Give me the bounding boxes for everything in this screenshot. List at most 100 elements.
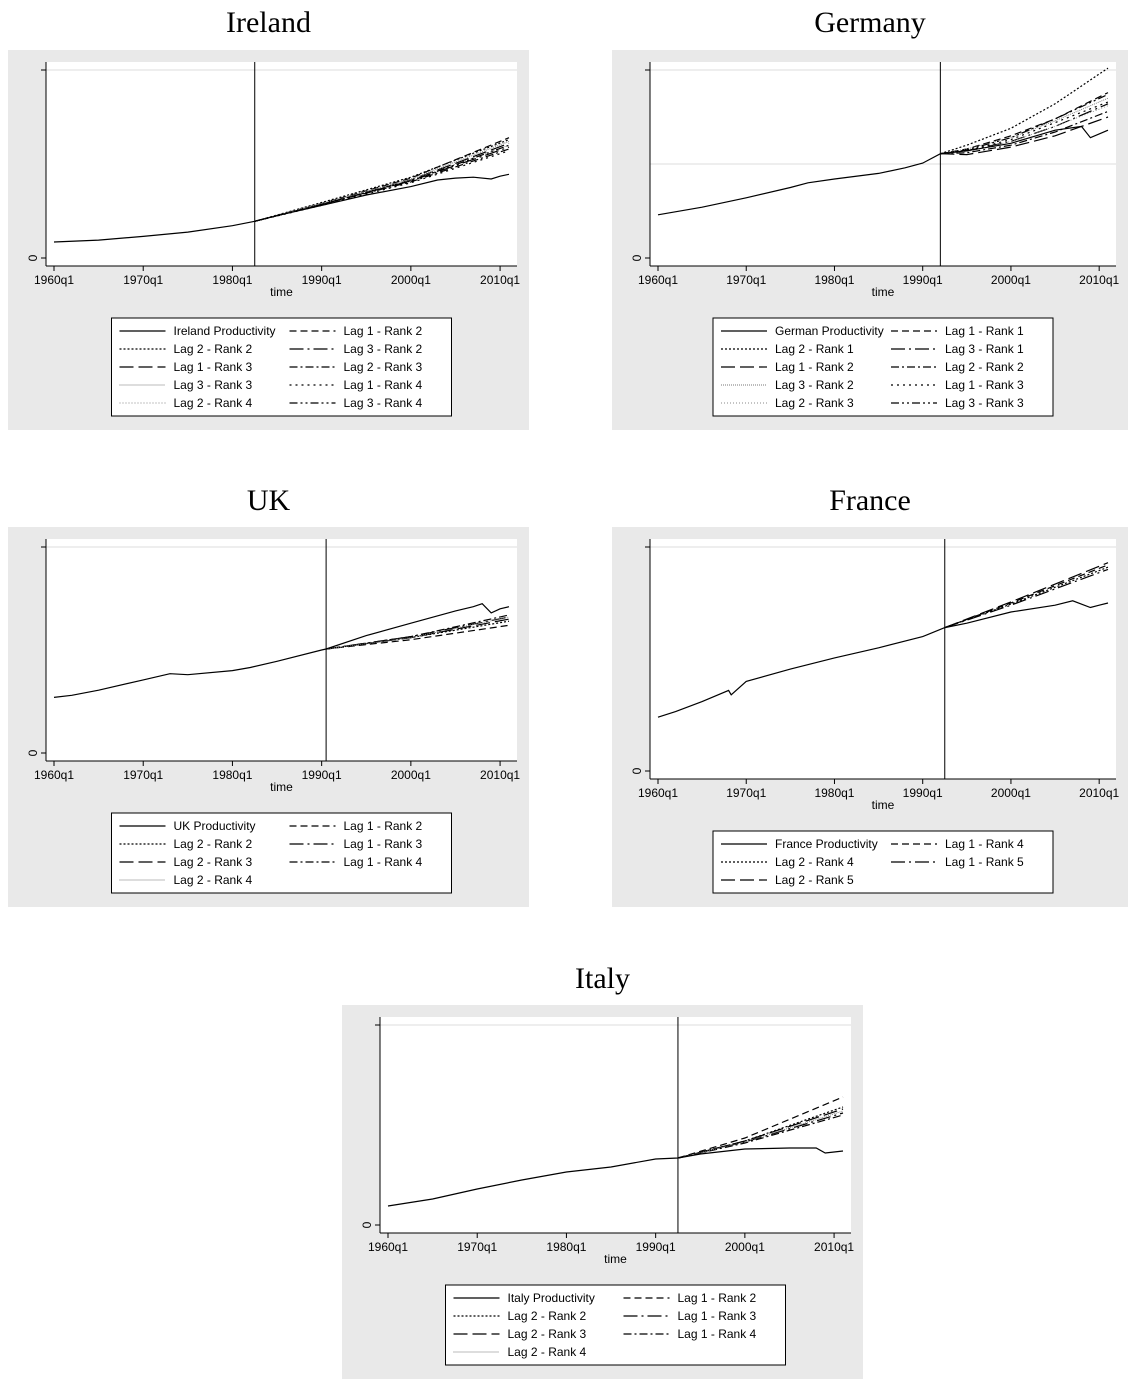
legend-box [712, 317, 1054, 417]
germany-chart-svg: 0 1960q1 1970q1 1980q1 1990q1 2000q1 2010q1 tim… [630, 62, 1120, 417]
plot-area [380, 1017, 851, 1233]
uk-title: UK [246, 484, 291, 517]
legend-label: Lag 1 - Rank 4 [678, 1327, 757, 1341]
germany-chart-panel: 0 1960q1 1970q1 1980q1 1990q1 2000q1 2010q1 tim… [612, 50, 1128, 430]
x-tick-label: 1980q1 [814, 786, 854, 800]
x-tick-label: 1990q1 [302, 273, 342, 287]
x-tick-label: 1970q1 [457, 1240, 497, 1254]
legend-label: Lag 3 - Rank 1 [945, 342, 1024, 356]
legend-label: Lag 3 - Rank 2 [344, 342, 423, 356]
legend-label: Lag 1 - Rank 3 [344, 837, 423, 851]
series-line-3 [944, 568, 1109, 629]
legend-label: Lag 1 - Rank 3 [174, 360, 253, 374]
series-line-4 [677, 1108, 844, 1159]
legend-label: Lag 1 - Rank 1 [945, 324, 1024, 338]
series-line-0 [53, 173, 510, 243]
legend-label: Lag 2 - Rank 3 [775, 396, 854, 410]
legend-label: Lag 1 - Rank 4 [344, 855, 423, 869]
legend-label: Lag 3 - Rank 2 [775, 378, 854, 392]
x-tick-label: 1970q1 [123, 768, 163, 782]
legend-label: Lag 2 - Rank 2 [174, 342, 253, 356]
legend-label: Lag 1 - Rank 2 [775, 360, 854, 374]
italy-chart-svg: 0 1960q1 1970q1 1980q1 1990q1 2000q1 2010q1 tim… [360, 1017, 854, 1366]
x-tick-label: 1990q1 [903, 786, 943, 800]
series-line-6 [326, 616, 510, 650]
legend-label: Lag 2 - Rank 4 [174, 396, 253, 410]
germany-title: Germany [814, 6, 926, 39]
x-axis-label: time [872, 798, 895, 812]
x-tick-label: 2000q1 [991, 273, 1031, 287]
legend-label: Lag 3 - Rank 3 [174, 378, 253, 392]
x-tick-label: 2010q1 [480, 768, 520, 782]
series-line-4 [254, 142, 510, 222]
series-line-9 [254, 144, 510, 222]
series-line-0 [53, 603, 510, 698]
legend-label: Lag 1 - Rank 5 [945, 855, 1024, 869]
x-tick-label: 1990q1 [636, 1240, 676, 1254]
ireland-chart-svg: 0 1960q1 1970q1 1980q1 1990q1 2000q1 2010q1 tim… [26, 62, 520, 417]
y-tick-label: 0 [26, 749, 40, 756]
legend-label: Lag 2 - Rank 2 [508, 1309, 587, 1323]
legend-label: Lag 1 - Rank 2 [344, 819, 423, 833]
x-tick-label: 1970q1 [726, 273, 766, 287]
x-tick-label: 1980q1 [212, 768, 252, 782]
legend-label: Lag 2 - Rank 2 [945, 360, 1024, 374]
uk-chart-panel: 0 1960q1 1970q1 1980q1 1990q1 2000q1 2010q1 tim… [8, 527, 529, 907]
legend-box [712, 830, 1054, 894]
plot-area [46, 62, 517, 266]
legend-label: Lag 1 - Rank 3 [678, 1309, 757, 1323]
x-tick-label: 1970q1 [726, 786, 766, 800]
legend-label: Italy Productivity [508, 1291, 595, 1305]
legend-label: Lag 2 - Rank 3 [508, 1327, 587, 1341]
italy-chart-panel: 0 1960q1 1970q1 1980q1 1990q1 2000q1 2010q1 tim… [342, 1005, 863, 1379]
legend-label: Lag 2 - Rank 3 [174, 855, 253, 869]
france-chart-panel: 0 1960q1 1970q1 1980q1 1990q1 2000q1 2010q1 tim… [612, 527, 1128, 907]
uk-chart-svg: 0 1960q1 1970q1 1980q1 1990q1 2000q1 2010q1 tim… [26, 539, 520, 894]
x-tick-label: 1960q1 [638, 786, 678, 800]
legend-label: France Productivity [775, 837, 878, 851]
series-line-7 [940, 101, 1109, 155]
x-tick-label: 1960q1 [34, 768, 74, 782]
legend-label: Lag 2 - Rank 4 [775, 855, 854, 869]
legend-label: Lag 1 - Rank 4 [945, 837, 1024, 851]
x-tick-label: 2010q1 [1079, 273, 1119, 287]
series-line-1 [326, 624, 510, 650]
x-axis-label: time [270, 780, 293, 794]
series-line-0 [657, 125, 1109, 216]
legend-box [445, 1284, 786, 1366]
legend-label: Lag 2 - Rank 3 [344, 360, 423, 374]
series-line-4 [940, 116, 1109, 156]
series-line-4 [944, 562, 1109, 629]
legend-label: UK Productivity [174, 819, 256, 833]
legend-label: Lag 2 - Rank 4 [174, 873, 253, 887]
x-tick-label: 2000q1 [991, 786, 1031, 800]
x-tick-label: 2010q1 [480, 273, 520, 287]
x-tick-label: 1990q1 [302, 768, 342, 782]
x-tick-label: 1980q1 [814, 273, 854, 287]
legend-label: Ireland Productivity [174, 324, 276, 338]
x-axis-label: time [270, 285, 293, 299]
series-line-7 [254, 150, 510, 222]
legend-label: Lag 1 - Rank 2 [678, 1291, 757, 1305]
x-tick-label: 1990q1 [903, 273, 943, 287]
legend-label: Lag 3 - Rank 4 [344, 396, 423, 410]
y-tick-label: 0 [630, 767, 644, 774]
ireland-chart-panel: 0 1960q1 1970q1 1980q1 1990q1 2000q1 2010q1 tim… [8, 50, 529, 430]
legend-label: Lag 2 - Rank 4 [508, 1345, 587, 1359]
x-axis-label: time [872, 285, 895, 299]
legend-label: German Productivity [775, 324, 884, 338]
legend-label: Lag 1 - Rank 3 [945, 378, 1024, 392]
x-axis-label: time [604, 1252, 627, 1266]
x-tick-label: 1970q1 [123, 273, 163, 287]
series-line-0 [387, 1147, 844, 1207]
legend-box [111, 317, 452, 417]
series-line-5 [940, 110, 1109, 155]
x-tick-label: 1960q1 [368, 1240, 408, 1254]
plot-area [46, 539, 517, 761]
legend-label: Lag 3 - Rank 3 [945, 396, 1024, 410]
y-tick-label: 0 [26, 254, 40, 261]
legend-label: Lag 2 - Rank 2 [174, 837, 253, 851]
x-tick-label: 2000q1 [391, 768, 431, 782]
series-line-0 [657, 600, 1109, 718]
x-tick-label: 2010q1 [814, 1240, 854, 1254]
